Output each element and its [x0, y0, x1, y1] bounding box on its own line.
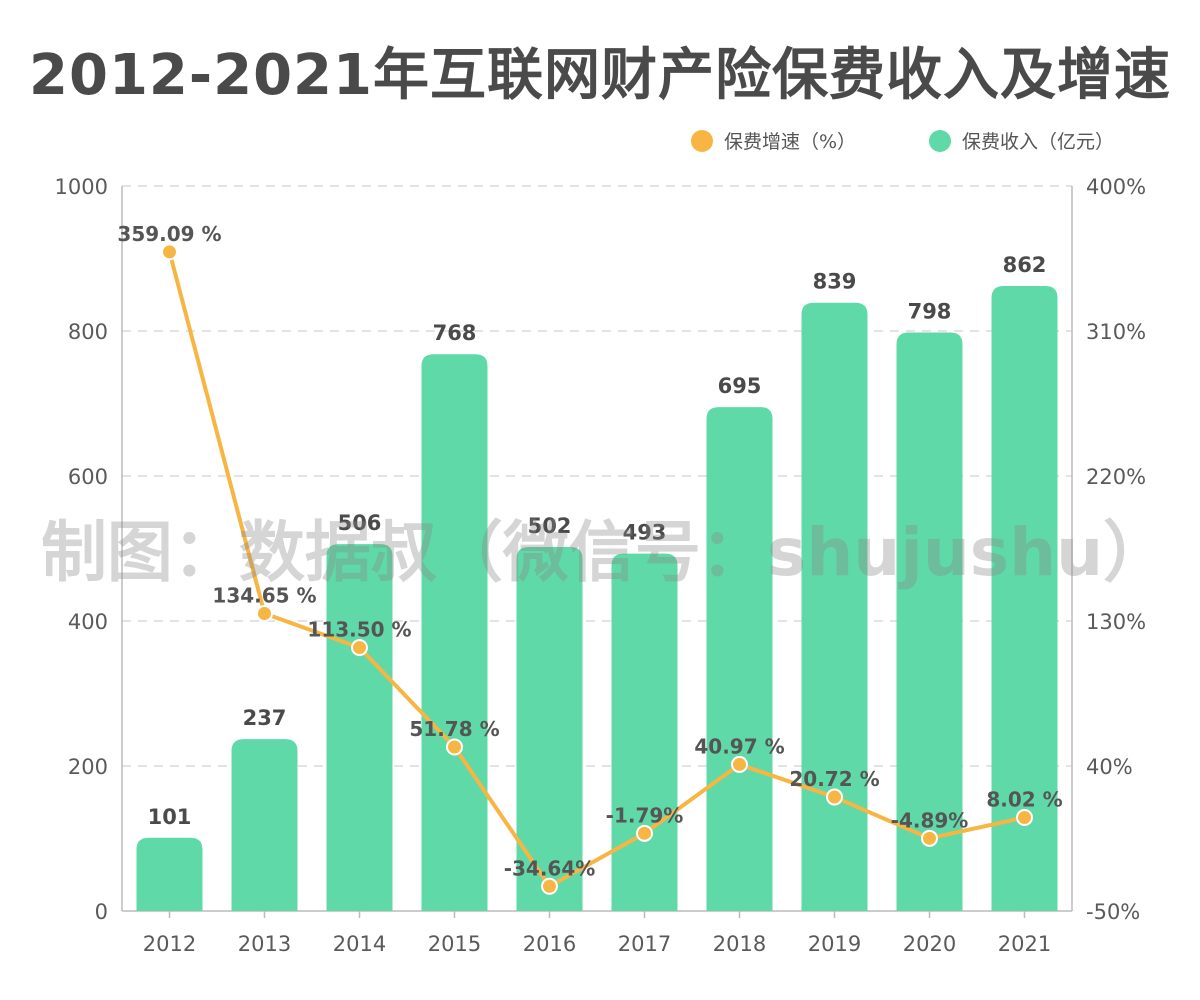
x-tick-label: 2016 [523, 932, 576, 956]
legend-marker [691, 130, 713, 152]
bar [611, 553, 678, 911]
bar [136, 837, 203, 911]
bar [421, 354, 488, 911]
growth-value-label: 51.78 % [409, 717, 499, 741]
bar [801, 302, 868, 912]
x-tick-label: 2014 [333, 932, 386, 956]
y-right-tick-label: 400% [1086, 175, 1146, 199]
growth-value-label: -4.89% [891, 808, 969, 832]
legend-marker [929, 130, 951, 152]
y-right-tick-label: -50% [1086, 900, 1140, 924]
y-right-tick-label: 220% [1086, 465, 1146, 489]
legend-label: 保费增速（%） [724, 131, 856, 153]
watermark-text: 制图：数据叔（微信号：shujushu） [41, 514, 1169, 591]
growth-point [256, 605, 273, 623]
bar-value-label: 493 [623, 521, 667, 545]
growth-point [921, 829, 938, 847]
x-tick-label: 2013 [238, 932, 291, 956]
growth-value-label: 8.02 % [986, 788, 1062, 812]
y-right-tick-label: 130% [1086, 610, 1146, 634]
bar-value-label: 839 [813, 270, 857, 294]
bar-value-label: 237 [243, 706, 287, 730]
y-left-tick-label: 1000 [55, 175, 108, 199]
growth-value-label: 40.97 % [694, 734, 784, 758]
legend-label: 保费收入（亿元） [962, 131, 1114, 153]
growth-point [731, 755, 748, 773]
growth-value-label: 134.65 % [212, 584, 316, 608]
x-tick-label: 2021 [998, 932, 1051, 956]
bar-value-label: 695 [718, 374, 762, 398]
y-left-tick-label: 200 [68, 755, 108, 779]
growth-point [161, 243, 178, 261]
y-left-tick-label: 600 [68, 465, 108, 489]
growth-point [826, 788, 843, 806]
bar [706, 407, 773, 911]
growth-value-label: 113.50 % [307, 618, 411, 642]
growth-point [446, 738, 463, 756]
growth-point [541, 877, 558, 895]
bar-value-label: 101 [148, 805, 192, 829]
bar-value-label: 798 [908, 299, 952, 323]
bar [231, 739, 298, 911]
growth-point [351, 639, 368, 657]
growth-value-label: 359.09 % [117, 222, 221, 246]
growth-point [636, 824, 653, 842]
growth-line [167, 251, 1025, 889]
x-tick-label: 2017 [618, 932, 671, 956]
bar [991, 286, 1058, 911]
y-right-tick-label: 310% [1086, 320, 1146, 344]
x-tick-label: 2018 [713, 932, 766, 956]
bar [896, 332, 963, 911]
x-tick-label: 2020 [903, 932, 956, 956]
bar-value-label: 502 [528, 514, 572, 538]
bar-value-label: 862 [1003, 253, 1047, 277]
y-left-tick-label: 0 [95, 900, 108, 924]
growth-value-label: 20.72 % [789, 767, 879, 791]
chart-title: 2012-2021年互联网财产险保费收入及增速 [29, 43, 1171, 108]
bar-value-label: 506 [338, 511, 382, 535]
bar [326, 544, 393, 911]
x-tick-label: 2019 [808, 932, 861, 956]
growth-value-label: -1.79% [606, 803, 684, 827]
x-tick-label: 2015 [428, 932, 481, 956]
bar-value-label: 768 [433, 321, 477, 345]
bar [516, 547, 583, 911]
x-tick-label: 2012 [143, 932, 196, 956]
y-right-tick-label: 40% [1086, 755, 1133, 779]
growth-value-label: -34.64% [504, 856, 596, 880]
y-left-tick-label: 800 [68, 320, 108, 344]
y-left-tick-label: 400 [68, 610, 108, 634]
growth-point [1016, 809, 1033, 827]
